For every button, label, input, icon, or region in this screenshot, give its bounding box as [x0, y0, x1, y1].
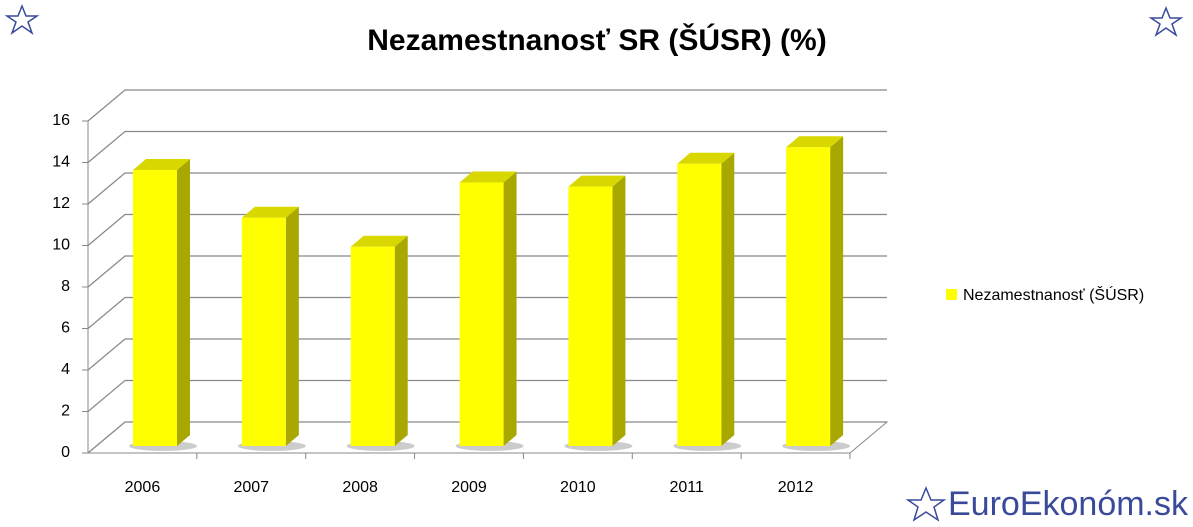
bar-side	[394, 235, 408, 446]
x-tick-label: 2007	[233, 479, 269, 496]
star-icon	[4, 3, 40, 35]
chart-title: Nezamestnanosť SR (ŠÚSR) (%)	[367, 23, 826, 57]
grid-line	[87, 89, 887, 122]
y-tick-label: 12	[52, 195, 70, 212]
grid-line	[87, 130, 887, 163]
y-tick-label: 6	[61, 320, 70, 337]
watermark: EuroEkonóm.sk	[948, 485, 1189, 523]
x-tick-label: 2009	[451, 479, 487, 496]
bar	[786, 147, 831, 446]
bar-side	[285, 206, 299, 446]
bar	[459, 182, 504, 446]
bar-top	[786, 136, 844, 148]
bar-side	[177, 159, 190, 446]
y-tick-label: 8	[61, 278, 70, 295]
bar	[133, 170, 177, 446]
legend-swatch	[946, 289, 957, 300]
bar-top	[677, 152, 735, 164]
x-tick-label: 2008	[342, 479, 378, 496]
bar-top	[459, 171, 517, 183]
y-tick-label: 10	[52, 237, 70, 254]
star-icon	[1148, 5, 1184, 37]
bar	[568, 186, 613, 446]
grid-line	[87, 296, 887, 329]
bar-side	[612, 175, 626, 446]
bar-top	[133, 159, 190, 171]
grid-line	[87, 255, 887, 288]
y-tick-label: 4	[61, 361, 70, 378]
grid-line	[87, 379, 887, 412]
legend-label: Nezamestnanosť (ŠÚSR)	[963, 285, 1144, 304]
bar-top	[568, 175, 626, 187]
y-tick-label: 0	[61, 444, 70, 461]
bar	[241, 217, 286, 446]
y-tick-label: 14	[52, 154, 70, 171]
x-tick-label: 2011	[670, 479, 705, 496]
bar-side	[503, 171, 517, 446]
bar	[677, 163, 722, 447]
y-tick-label: 2	[61, 403, 70, 420]
grid-line	[87, 172, 887, 205]
star-icon	[905, 486, 947, 522]
bar-side	[830, 136, 844, 446]
grid-line	[87, 213, 887, 246]
x-tick-label: 2010	[560, 479, 596, 496]
x-tick-label: 2006	[125, 479, 161, 496]
grid-line	[87, 421, 887, 454]
y-tick-label: 16	[52, 112, 70, 129]
grid-line	[87, 338, 887, 371]
bar-top	[241, 206, 299, 218]
bar-top	[350, 235, 408, 247]
bar-side	[721, 152, 735, 447]
x-tick-label: 2012	[778, 479, 814, 496]
bar	[350, 246, 395, 446]
